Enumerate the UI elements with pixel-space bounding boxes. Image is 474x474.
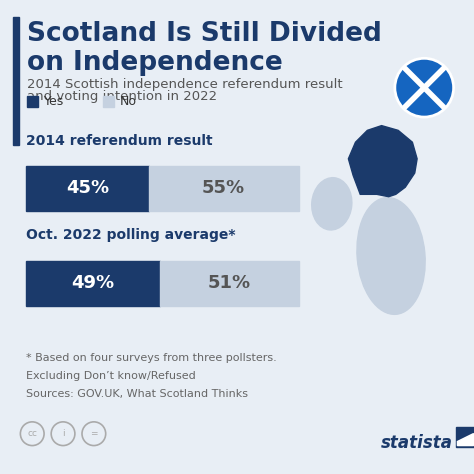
Text: Excluding Don’t know/Refused: Excluding Don’t know/Refused xyxy=(26,371,196,381)
Text: 49%: 49% xyxy=(71,274,114,292)
Text: No: No xyxy=(119,95,137,108)
Bar xyxy=(27,96,38,107)
Text: 51%: 51% xyxy=(208,274,251,292)
Text: 45%: 45% xyxy=(66,180,109,197)
Text: =: = xyxy=(90,429,98,438)
Polygon shape xyxy=(457,434,474,446)
Text: and voting intention in 2022: and voting intention in 2022 xyxy=(27,90,218,103)
Text: on Independence: on Independence xyxy=(27,50,283,76)
Ellipse shape xyxy=(357,198,425,314)
Bar xyxy=(149,166,299,211)
Text: i: i xyxy=(62,429,64,438)
Text: cc: cc xyxy=(27,429,37,438)
Text: Yes: Yes xyxy=(44,95,64,108)
Text: 2014 Scottish independence referendum result: 2014 Scottish independence referendum re… xyxy=(27,78,343,91)
Text: * Based on four surveys from three pollsters.: * Based on four surveys from three polls… xyxy=(26,353,277,363)
Bar xyxy=(26,166,149,211)
Bar xyxy=(26,261,160,306)
Text: statista: statista xyxy=(381,434,453,452)
Text: Oct. 2022 polling average*: Oct. 2022 polling average* xyxy=(26,228,236,243)
Ellipse shape xyxy=(312,178,352,230)
Text: Sources: GOV.UK, What Scotland Thinks: Sources: GOV.UK, What Scotland Thinks xyxy=(26,389,248,399)
Bar xyxy=(456,427,474,447)
Polygon shape xyxy=(348,126,417,197)
Bar xyxy=(160,261,299,306)
Circle shape xyxy=(395,58,454,117)
Text: Scotland Is Still Divided: Scotland Is Still Divided xyxy=(27,21,383,47)
Text: 2014 referendum result: 2014 referendum result xyxy=(26,134,213,148)
Text: 55%: 55% xyxy=(202,180,245,197)
Bar xyxy=(103,96,114,107)
Bar xyxy=(13,17,19,145)
